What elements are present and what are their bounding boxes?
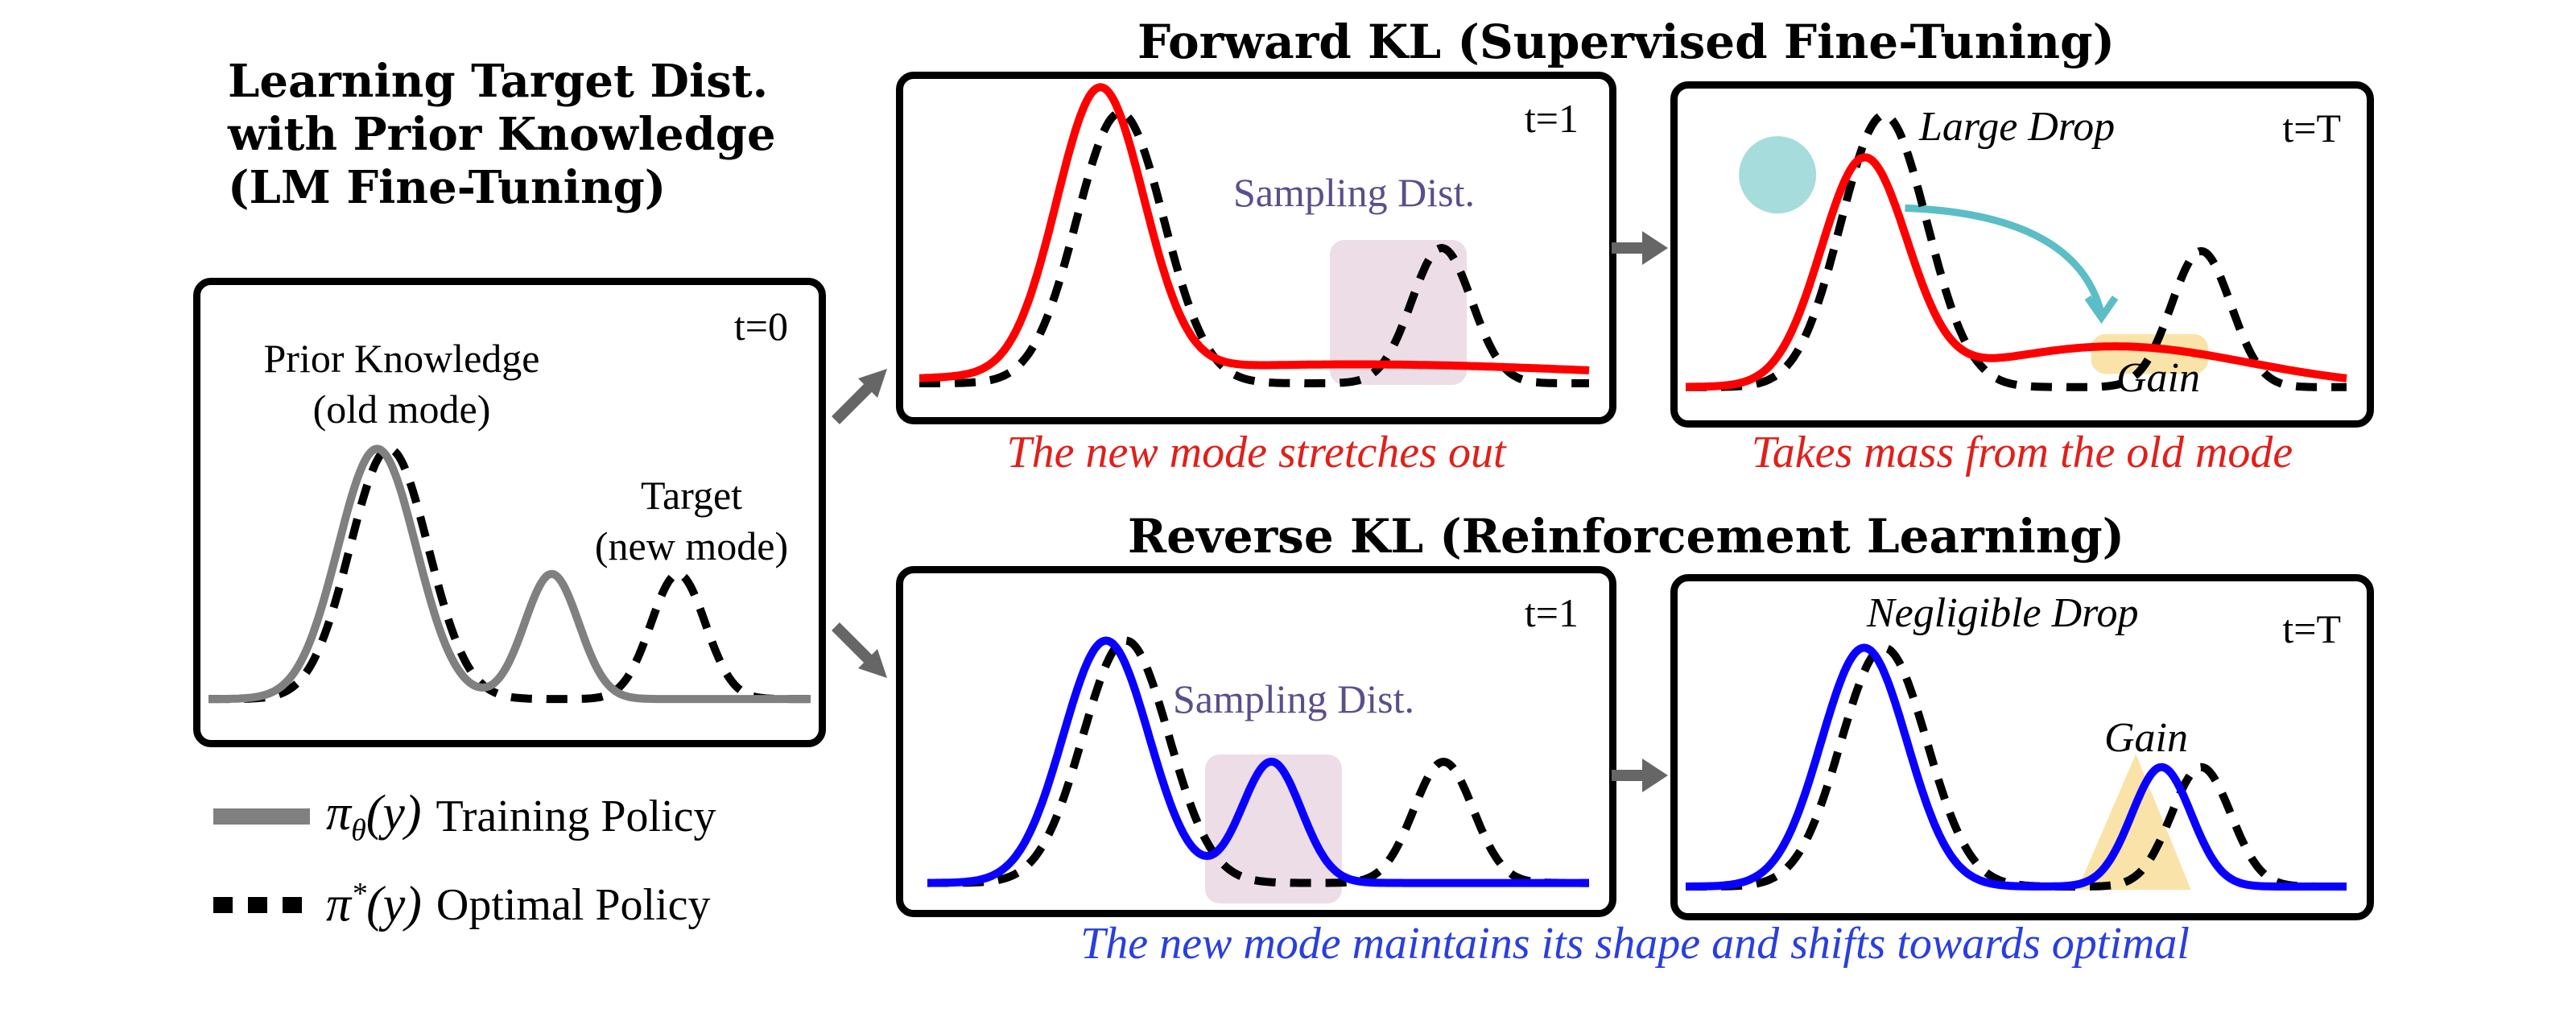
negligible-drop-label: Negligible Drop bbox=[1867, 590, 2139, 636]
training-policy-label: Training Policy bbox=[436, 792, 716, 842]
gain-highlight bbox=[2077, 754, 2191, 891]
gain-label: Gain bbox=[2104, 715, 2188, 761]
reverse-kl-tT-plot bbox=[1686, 643, 2347, 891]
forward-kl-tT-panel: t=T Large Drop Gain bbox=[1670, 81, 2374, 428]
time-label: t=T bbox=[2282, 105, 2341, 151]
time-label: t=1 bbox=[1524, 96, 1579, 141]
optimal-policy-label: Optimal Policy bbox=[436, 879, 711, 930]
training-policy-curve bbox=[208, 444, 811, 704]
reverse-kl-caption: The new mode maintains its shape and shi… bbox=[1080, 919, 2190, 969]
optimal-policy-curve bbox=[919, 108, 1589, 387]
solid-gray-line-swatch bbox=[213, 808, 310, 825]
training-policy-curve bbox=[919, 83, 1590, 382]
prior-label-line-2: (old mode) bbox=[312, 386, 491, 432]
time-label: t=T bbox=[2282, 606, 2341, 651]
target-label-line-1: Target bbox=[640, 473, 743, 518]
prior-knowledge-label: Prior Knowledge (old mode) bbox=[233, 333, 571, 434]
large-drop-highlight bbox=[1739, 136, 1817, 214]
training-policy-curve bbox=[1686, 643, 2347, 891]
forward-kl-t1-panel: t=1 Sampling Dist. bbox=[896, 72, 1616, 424]
heading-line-2: with Prior Knowledge bbox=[228, 108, 776, 162]
legend-item-optimal-policy: π*(y) Optimal Policy bbox=[213, 876, 711, 934]
optimal-policy-curve bbox=[1686, 110, 2347, 391]
forward-kl-title: Forward KL (Supervised Fine-Tuning) bbox=[1137, 14, 2116, 69]
mass-transfer-arrowhead-icon bbox=[2084, 295, 2119, 324]
optimal-policy-curve bbox=[927, 636, 1589, 887]
reverse-kl-t1-panel: t=1 Sampling Dist. bbox=[896, 566, 1616, 917]
training-policy-symbol: πθ(y) bbox=[326, 786, 422, 848]
forward-kl-t1-plot bbox=[919, 83, 1590, 387]
forward-kl-tT-caption: Takes mass from the old mode bbox=[1751, 428, 2293, 477]
time-label: t=1 bbox=[1524, 590, 1579, 635]
large-drop-label: Large Drop bbox=[1919, 104, 2116, 150]
time-label: t=0 bbox=[733, 304, 788, 349]
target-label-line-2: (new mode) bbox=[594, 523, 789, 568]
forward-kl-t1-caption: The new mode stretches out bbox=[1006, 428, 1506, 477]
initial-distribution-plot bbox=[208, 444, 811, 704]
mass-transfer-arrow bbox=[1905, 204, 2105, 316]
optimal-policy-curve bbox=[1686, 643, 2347, 891]
target-label: Target (new mode) bbox=[563, 470, 820, 571]
training-policy-curve bbox=[1686, 153, 2347, 391]
initial-distribution-panel: t=0 Prior Knowledge (old mode) Target (n… bbox=[193, 278, 826, 747]
dashed-black-line-swatch bbox=[213, 896, 310, 913]
legend-item-training-policy: πθ(y) Training Policy bbox=[213, 785, 716, 848]
gain-label: Gain bbox=[2116, 355, 2200, 401]
arrow-to-forward-kl-icon bbox=[832, 369, 887, 424]
optimal-policy-symbol: π*(y) bbox=[326, 877, 422, 932]
reverse-kl-t1-plot bbox=[927, 636, 1589, 887]
reverse-kl-tT-panel: t=T Negligible Drop Gain bbox=[1670, 574, 2374, 920]
training-policy-curve bbox=[927, 636, 1589, 887]
arrow-forward-t1-to-tT-icon bbox=[1612, 231, 1668, 265]
optimal-policy-curve bbox=[208, 444, 811, 704]
arrow-to-reverse-kl-icon bbox=[832, 622, 887, 678]
sampling-dist-label: Sampling Dist. bbox=[1173, 676, 1415, 721]
reverse-kl-title: Reverse KL (Reinforcement Learning) bbox=[1127, 509, 2125, 564]
prior-label-line-1: Prior Knowledge bbox=[263, 336, 540, 381]
figure-heading: Learning Target Dist. with Prior Knowled… bbox=[228, 55, 776, 214]
forward-kl-tT-plot bbox=[1686, 110, 2347, 391]
sampling-dist-label: Sampling Dist. bbox=[1233, 170, 1476, 215]
arrow-reverse-t1-to-tT-icon bbox=[1612, 759, 1668, 792]
heading-line-1: Learning Target Dist. bbox=[228, 55, 769, 108]
heading-line-3: (LM Fine-Tuning) bbox=[228, 161, 667, 215]
